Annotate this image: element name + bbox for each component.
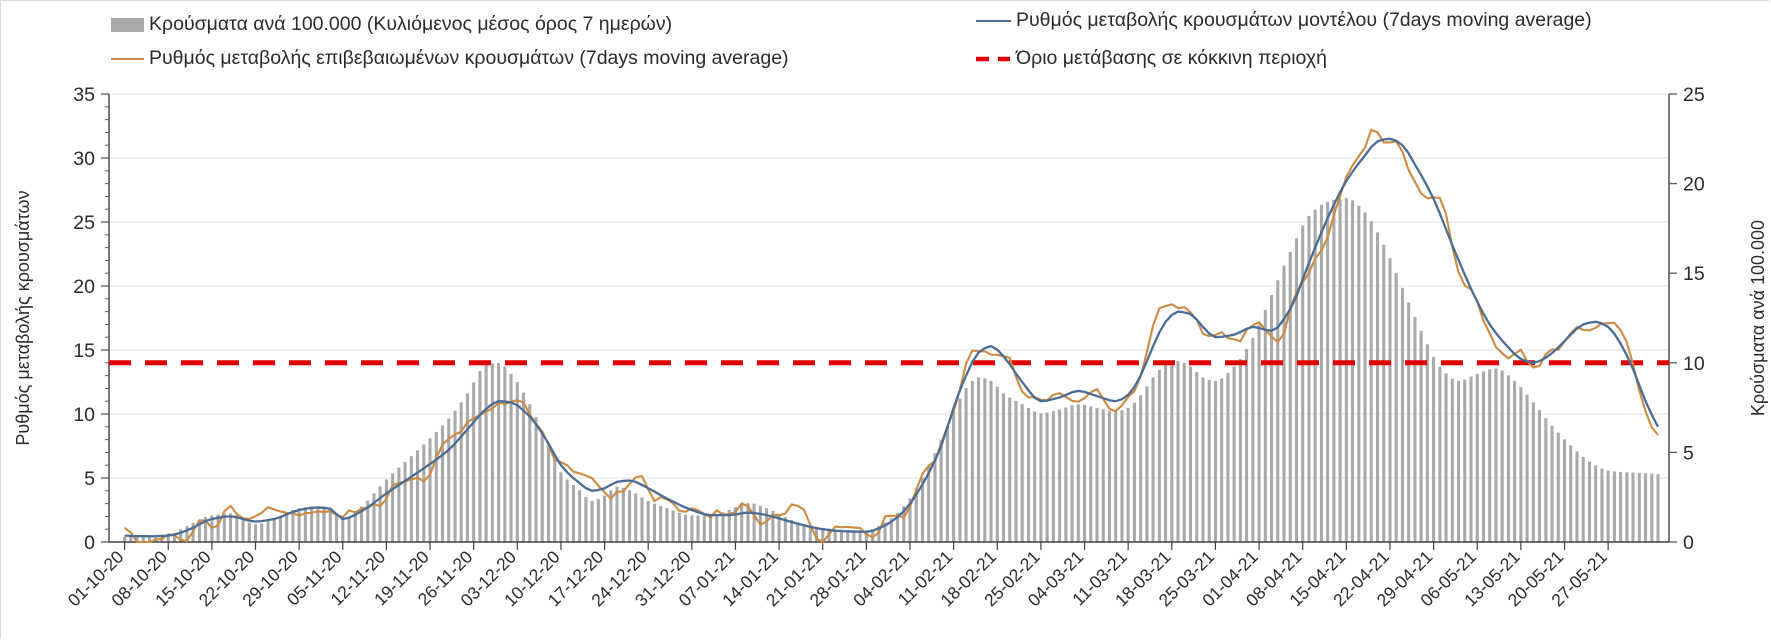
svg-text:Όριο μετάβασης σε κόκκινη περι: Όριο μετάβασης σε κόκκινη περιοχή: [1015, 47, 1327, 69]
svg-text:10: 10: [73, 404, 95, 426]
svg-text:30: 30: [73, 148, 95, 170]
svg-text:0: 0: [1683, 532, 1694, 554]
svg-text:5: 5: [1683, 442, 1694, 464]
svg-text:25: 25: [1683, 84, 1705, 106]
svg-text:20: 20: [73, 276, 95, 298]
svg-text:Κρούσματα ανά 100.000: Κρούσματα ανά 100.000: [1748, 220, 1768, 416]
svg-text:15: 15: [73, 340, 95, 362]
svg-text:25: 25: [73, 212, 95, 234]
svg-text:20: 20: [1683, 174, 1705, 196]
svg-text:15: 15: [1683, 263, 1705, 285]
svg-text:Κρούσματα ανά 100.000 (Κυλιόμε: Κρούσματα ανά 100.000 (Κυλιόμενος μέσος …: [149, 13, 672, 35]
svg-text:Ρυθμός μεταβολής κρουσμάτων μο: Ρυθμός μεταβολής κρουσμάτων μοντέλου (7d…: [1016, 9, 1592, 31]
svg-text:10: 10: [1683, 353, 1705, 375]
svg-text:35: 35: [73, 84, 95, 106]
svg-text:Ρυθμός μεταβολής επιβεβαιωμένω: Ρυθμός μεταβολής επιβεβαιωμένων κρουσμάτ…: [149, 47, 789, 69]
svg-text:0: 0: [84, 532, 95, 554]
svg-text:Ρυθμός μεταβολής κρουσμάτων: Ρυθμός μεταβολής κρουσμάτων: [13, 190, 33, 445]
svg-text:5: 5: [84, 468, 95, 490]
